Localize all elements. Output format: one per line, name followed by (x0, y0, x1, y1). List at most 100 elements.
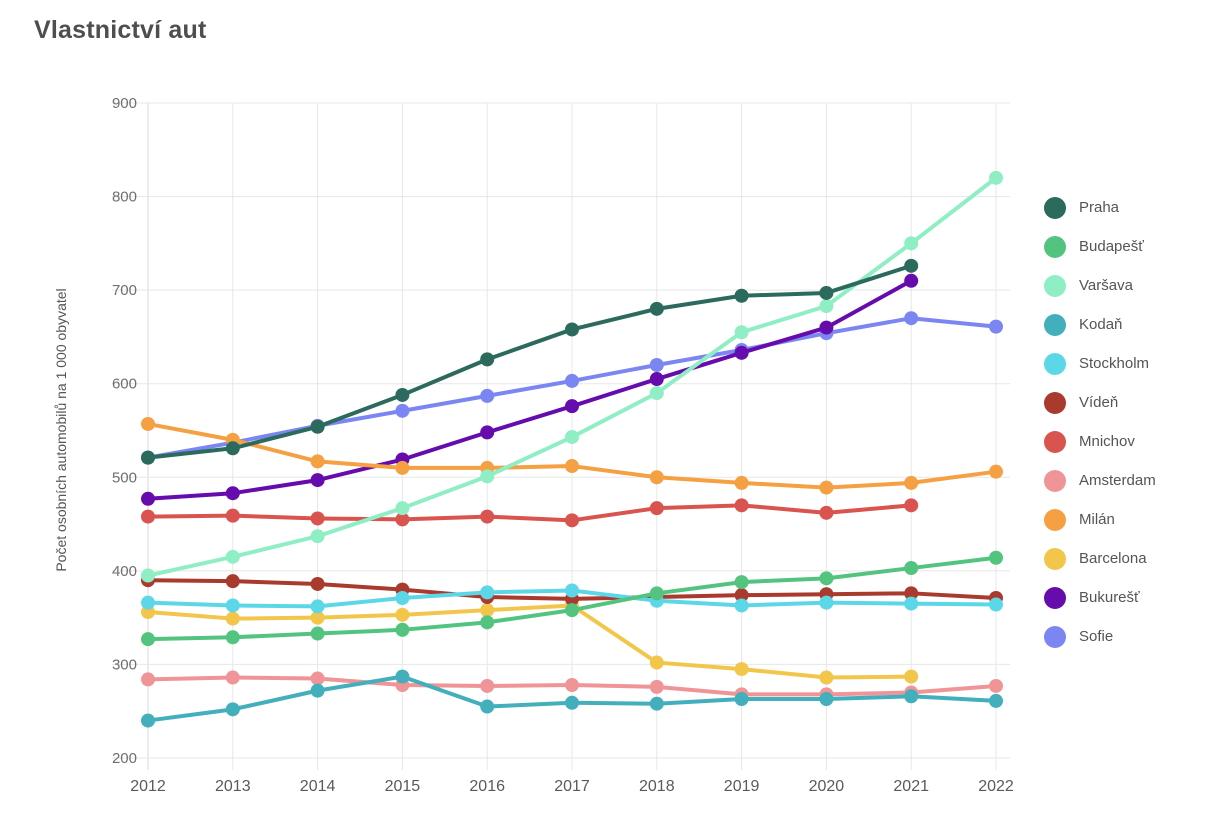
legend-label: Milán (1079, 511, 1115, 528)
data-point-Praha (904, 258, 919, 273)
data-point-Amsterdam (649, 679, 664, 694)
data-point-Varšava (141, 568, 155, 583)
data-point-Milán (819, 480, 834, 495)
data-point-Kodaň (565, 695, 579, 710)
legend-item-Mnichov[interactable]: Mnichov (1044, 422, 1156, 461)
legend-item-Vídeň[interactable]: Vídeň (1044, 383, 1156, 422)
data-point-Kodaň (649, 696, 664, 711)
legend-item-Varšava[interactable]: Varšava (1044, 266, 1156, 305)
data-point-Praha (565, 322, 579, 337)
data-point-Vídeň (734, 588, 749, 603)
x-tick-label: 2021 (893, 778, 929, 795)
y-tick-label: 900 (112, 95, 137, 112)
legend-label: Bukurešť (1079, 589, 1140, 606)
y-tick-label: 500 (112, 469, 137, 486)
legend: Praha Budapešť Varšava Kodaň Stockholm Vídeň M… (1044, 188, 1156, 656)
data-point-Bukurešť (480, 425, 495, 440)
legend-swatch-icon (1044, 508, 1066, 531)
data-point-Bukurešť (649, 372, 664, 387)
legend-label: Mnichov (1079, 433, 1135, 450)
data-point-Milán (395, 460, 410, 475)
legend-swatch-icon (1044, 313, 1066, 336)
y-tick-label: 700 (112, 282, 137, 299)
data-point-Stockholm (734, 598, 749, 613)
x-tick-label: 2019 (724, 778, 760, 795)
data-point-Sofie (395, 403, 410, 418)
data-point-Praha (649, 301, 664, 316)
data-point-Mnichov (395, 512, 410, 527)
data-point-Stockholm (989, 597, 1003, 612)
data-point-Varšava (395, 501, 410, 516)
x-tick-label: 2013 (215, 778, 251, 795)
legend-item-Kodaň[interactable]: Kodaň (1044, 305, 1156, 344)
data-point-Barcelona (395, 607, 410, 622)
legend-swatch-icon (1044, 625, 1066, 648)
legend-label: Sofie (1079, 628, 1114, 645)
data-point-Budapešť (310, 626, 325, 641)
legend-item-Barcelona[interactable]: Barcelona (1044, 539, 1156, 578)
data-point-Stockholm (565, 583, 579, 598)
legend-label: Kodaň (1079, 316, 1123, 333)
data-point-Bukurešť (819, 320, 834, 335)
data-point-Mnichov (819, 505, 834, 520)
data-point-Milán (141, 416, 155, 431)
legend-item-Stockholm[interactable]: Stockholm (1044, 344, 1156, 383)
legend-item-Amsterdam[interactable]: Amsterdam (1044, 461, 1156, 500)
data-point-Praha (225, 441, 240, 456)
data-point-Amsterdam (225, 670, 240, 685)
data-point-Kodaň (141, 713, 155, 728)
data-point-Barcelona (649, 655, 664, 670)
data-point-Varšava (989, 170, 1003, 185)
data-point-Mnichov (904, 498, 919, 513)
data-point-Milán (565, 459, 579, 474)
data-point-Varšava (225, 549, 240, 564)
data-point-Mnichov (141, 509, 155, 524)
data-point-Varšava (310, 529, 325, 544)
data-point-Sofie (480, 388, 495, 403)
data-point-Varšava (649, 386, 664, 401)
data-point-Varšava (480, 469, 495, 484)
legend-item-Milán[interactable]: Milán (1044, 500, 1156, 539)
data-point-Amsterdam (989, 678, 1003, 693)
legend-swatch-icon (1044, 469, 1066, 492)
data-point-Bukurešť (565, 399, 579, 414)
series-line-Mnichov (146, 503, 914, 523)
data-point-Mnichov (310, 511, 325, 526)
data-point-Mnichov (225, 508, 240, 523)
page-title: Vlastnictví aut (34, 16, 207, 44)
x-tick-label: 2015 (385, 778, 421, 795)
data-point-Budapešť (989, 550, 1003, 565)
data-point-Milán (649, 470, 664, 485)
data-point-Bukurešť (904, 273, 919, 288)
data-point-Milán (989, 464, 1003, 479)
legend-swatch-icon (1044, 430, 1066, 453)
data-point-Sofie (565, 373, 579, 388)
legend-swatch-icon (1044, 235, 1066, 258)
data-point-Mnichov (480, 509, 495, 524)
data-point-Stockholm (904, 596, 919, 611)
legend-swatch-icon (1044, 547, 1066, 570)
legend-item-Bukurešť[interactable]: Bukurešť (1044, 578, 1156, 617)
legend-label: Vídeň (1079, 394, 1119, 411)
data-point-Budapešť (480, 615, 495, 630)
legend-item-Sofie[interactable]: Sofie (1044, 617, 1156, 656)
legend-item-Budapešť[interactable]: Budapešť (1044, 227, 1156, 266)
data-point-Barcelona (734, 662, 749, 677)
data-point-Amsterdam (310, 671, 325, 686)
data-point-Praha (480, 352, 495, 367)
legend-item-Praha[interactable]: Praha (1044, 188, 1156, 227)
data-point-Kodaň (734, 692, 749, 707)
y-tick-label: 300 (112, 656, 137, 673)
data-point-Budapešť (734, 575, 749, 590)
data-point-Budapešť (395, 622, 410, 637)
data-point-Budapešť (649, 586, 664, 601)
legend-swatch-icon (1044, 352, 1066, 375)
series-line-Bukurešť (146, 278, 914, 501)
series-line-Barcelona (146, 603, 914, 680)
data-point-Varšava (565, 430, 579, 445)
data-point-Budapešť (565, 603, 579, 618)
data-point-Amsterdam (480, 678, 495, 693)
x-tick-label: 2020 (809, 778, 845, 795)
legend-swatch-icon (1044, 196, 1066, 219)
